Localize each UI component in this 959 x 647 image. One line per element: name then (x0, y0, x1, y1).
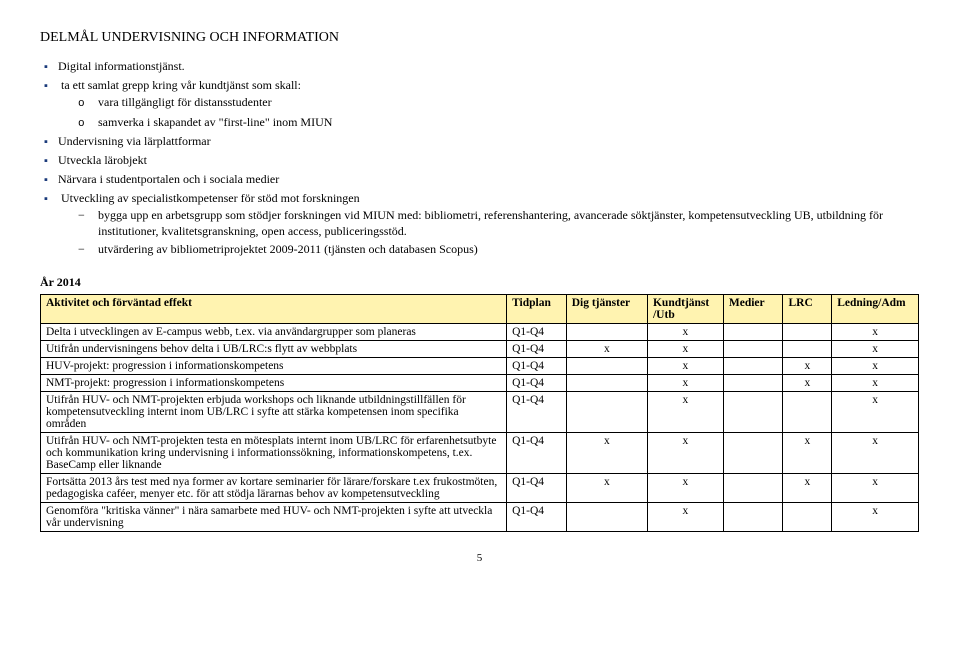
cell-kund: x (647, 341, 723, 358)
cell-dig: x (566, 474, 647, 503)
cell-dig: x (566, 433, 647, 474)
cell-activity: Utifrån HUV- och NMT-projekten erbjuda w… (41, 392, 507, 433)
bullet-item: Digital informationstjänst. (58, 58, 919, 75)
heading-smallcaps-2: NDERVISNING OCH INFORMATION (111, 30, 339, 45)
cell-lrc: x (783, 375, 832, 392)
cell-kund: x (647, 392, 723, 433)
cell-medier (723, 503, 783, 532)
cell-dig (566, 375, 647, 392)
cell-ledning: x (832, 392, 919, 433)
cell-ledning: x (832, 375, 919, 392)
table-row: Utifrån HUV- och NMT-projekten erbjuda w… (41, 392, 919, 433)
cell-tidplan: Q1-Q4 (507, 503, 567, 532)
cell-dig (566, 392, 647, 433)
cell-ledning: x (832, 433, 919, 474)
cell-dig (566, 503, 647, 532)
sub-item: samverka i skapandet av "first-line" ino… (98, 114, 919, 132)
cell-lrc: x (783, 474, 832, 503)
section-heading: DELMÅL UNDERVISNING OCH INFORMATION (40, 30, 919, 46)
th-activity: Aktivitet och förväntad effekt (41, 295, 507, 324)
activity-table: Aktivitet och förväntad effekt Tidplan D… (40, 294, 919, 532)
bullet-item: Undervisning via lärplattformar (58, 133, 919, 150)
cell-kund: x (647, 433, 723, 474)
bullet-item: Utveckla lärobjekt (58, 152, 919, 169)
cell-activity: HUV-projekt: progression i informationsk… (41, 358, 507, 375)
cell-tidplan: Q1-Q4 (507, 358, 567, 375)
cell-tidplan: Q1-Q4 (507, 341, 567, 358)
page-number: 5 (40, 552, 919, 564)
cell-activity: Delta i utvecklingen av E-campus webb, t… (41, 324, 507, 341)
cell-medier (723, 433, 783, 474)
cell-medier (723, 474, 783, 503)
cell-tidplan: Q1-Q4 (507, 474, 567, 503)
cell-ledning: x (832, 503, 919, 532)
cell-dig (566, 324, 647, 341)
dash-item: utvärdering av bibliometriprojektet 2009… (98, 241, 919, 257)
bullet-item: Utveckling av specialistkompetenser för … (58, 190, 919, 257)
cell-lrc (783, 392, 832, 433)
bullet-text: Utveckling av specialistkompetenser för … (61, 191, 360, 205)
cell-kund: x (647, 474, 723, 503)
table-row: Utifrån undervisningens behov delta i UB… (41, 341, 919, 358)
cell-activity: Genomföra "kritiska vänner" i nära samar… (41, 503, 507, 532)
cell-kund: x (647, 324, 723, 341)
heading-letter-1: D (40, 30, 50, 45)
table-row: HUV-projekt: progression i informationsk… (41, 358, 919, 375)
cell-medier (723, 358, 783, 375)
cell-ledning: x (832, 474, 919, 503)
cell-lrc (783, 324, 832, 341)
cell-activity: Utifrån HUV- och NMT-projekten testa en … (41, 433, 507, 474)
cell-medier (723, 324, 783, 341)
th-dig: Dig tjänster (566, 295, 647, 324)
table-row: Genomföra "kritiska vänner" i nära samar… (41, 503, 919, 532)
cell-kund: x (647, 358, 723, 375)
cell-dig: x (566, 341, 647, 358)
cell-tidplan: Q1-Q4 (507, 392, 567, 433)
cell-ledning: x (832, 324, 919, 341)
th-kund: Kundtjänst /Utb (647, 295, 723, 324)
th-ledning: Ledning/Adm (832, 295, 919, 324)
cell-activity: Fortsätta 2013 års test med nya former a… (41, 474, 507, 503)
cell-activity: NMT-projekt: progression i informationsk… (41, 375, 507, 392)
heading-smallcaps-1: ELMÅL (50, 30, 101, 45)
dash-list: bygga upp en arbetsgrupp som stödjer for… (58, 207, 919, 258)
cell-lrc (783, 341, 832, 358)
cell-lrc: x (783, 358, 832, 375)
dash-item: bygga upp en arbetsgrupp som stödjer for… (98, 207, 919, 239)
th-tidplan: Tidplan (507, 295, 567, 324)
bullet-list: Digital informationstjänst. ta ett samla… (40, 58, 919, 257)
cell-kund: x (647, 375, 723, 392)
cell-lrc: x (783, 433, 832, 474)
table-row: NMT-projekt: progression i informationsk… (41, 375, 919, 392)
cell-tidplan: Q1-Q4 (507, 433, 567, 474)
bullet-text: ta ett samlat grepp kring vår kundtjänst… (61, 78, 301, 92)
sub-item: vara tillgängligt för distansstudenter (98, 94, 919, 112)
table-row: Utifrån HUV- och NMT-projekten testa en … (41, 433, 919, 474)
cell-activity: Utifrån undervisningens behov delta i UB… (41, 341, 507, 358)
bullet-item: ta ett samlat grepp kring vår kundtjänst… (58, 77, 919, 132)
year-heading: År 2014 (40, 275, 919, 290)
bullet-item: Närvara i studentportalen och i sociala … (58, 171, 919, 188)
cell-medier (723, 341, 783, 358)
cell-tidplan: Q1-Q4 (507, 375, 567, 392)
table-row: Delta i utvecklingen av E-campus webb, t… (41, 324, 919, 341)
cell-kund: x (647, 503, 723, 532)
cell-lrc (783, 503, 832, 532)
cell-dig (566, 358, 647, 375)
table-header-row: Aktivitet och förväntad effekt Tidplan D… (41, 295, 919, 324)
cell-medier (723, 392, 783, 433)
th-lrc: LRC (783, 295, 832, 324)
cell-ledning: x (832, 341, 919, 358)
table-row: Fortsätta 2013 års test med nya former a… (41, 474, 919, 503)
heading-letter-2: U (101, 30, 111, 45)
th-medier: Medier (723, 295, 783, 324)
cell-ledning: x (832, 358, 919, 375)
cell-tidplan: Q1-Q4 (507, 324, 567, 341)
cell-medier (723, 375, 783, 392)
sub-list: vara tillgängligt för distansstudenter s… (58, 94, 919, 132)
